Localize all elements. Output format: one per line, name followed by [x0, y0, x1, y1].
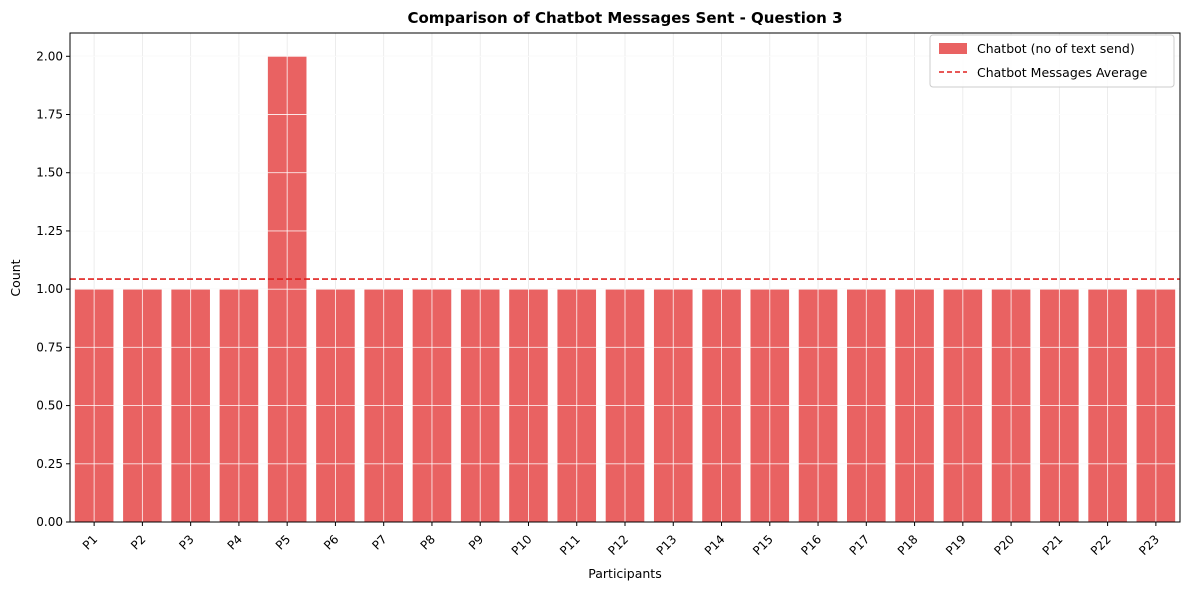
y-tick-label: 2.00: [36, 49, 63, 63]
x-tick-label: P18: [895, 532, 921, 558]
x-tick-label: P20: [991, 532, 1017, 558]
y-tick-label: 1.50: [36, 166, 63, 180]
x-tick-label: P8: [418, 532, 438, 552]
x-tick-label: P3: [176, 532, 196, 552]
x-tick-label: P13: [654, 532, 680, 558]
legend-label-average: Chatbot Messages Average: [977, 65, 1148, 80]
x-tick-label: P22: [1088, 532, 1114, 558]
chart-title: Comparison of Chatbot Messages Sent - Qu…: [407, 9, 842, 27]
y-tick-label: 1.75: [36, 108, 63, 122]
x-tick-label: P11: [557, 532, 583, 558]
y-axis-ticks: 0.00 0.25 0.50 0.75 1.00 1.25 1.50 1.75 2.00: [36, 49, 70, 529]
y-tick-label: 0.00: [36, 515, 63, 529]
x-axis-label: Participants: [588, 566, 661, 581]
x-tick-label: P7: [369, 532, 389, 552]
y-tick-label: 0.25: [36, 457, 63, 471]
legend-label-bars: Chatbot (no of text send): [977, 41, 1135, 56]
y-tick-label: 0.75: [36, 340, 63, 354]
x-tick-label: P1: [80, 532, 100, 552]
x-tick-label: P2: [128, 532, 148, 552]
legend-swatch-bars: [939, 43, 967, 54]
x-tick-label: P15: [750, 532, 776, 558]
x-tick-label: P9: [466, 532, 486, 552]
legend: Chatbot (no of text send) Chatbot Messag…: [929, 34, 1175, 88]
x-tick-label: P23: [1136, 532, 1162, 558]
y-axis-label: Count: [8, 259, 23, 296]
bar-grid-overlay: [70, 55, 1180, 523]
x-tick-label: P10: [509, 532, 535, 558]
x-tick-label: P16: [798, 532, 824, 558]
x-tick-label: P14: [702, 532, 728, 558]
y-tick-label: 0.50: [36, 399, 63, 413]
x-tick-label: P6: [321, 532, 341, 552]
x-tick-label: P17: [847, 532, 873, 558]
x-tick-label: P21: [1040, 532, 1066, 558]
legend-box: [929, 34, 1175, 88]
x-axis-ticks: P1 P2 P3 P4 P5 P6 P7 P8 P9 P10 P11 P12 P13 P14 P15 P16 P…: [80, 522, 1162, 558]
x-tick-label: P19: [943, 532, 969, 558]
x-tick-label: P4: [225, 532, 245, 552]
y-tick-label: 1.25: [36, 224, 63, 238]
y-tick-label: 1.00: [36, 282, 63, 296]
x-tick-label: P5: [273, 532, 293, 552]
x-tick-label: P12: [605, 532, 631, 558]
